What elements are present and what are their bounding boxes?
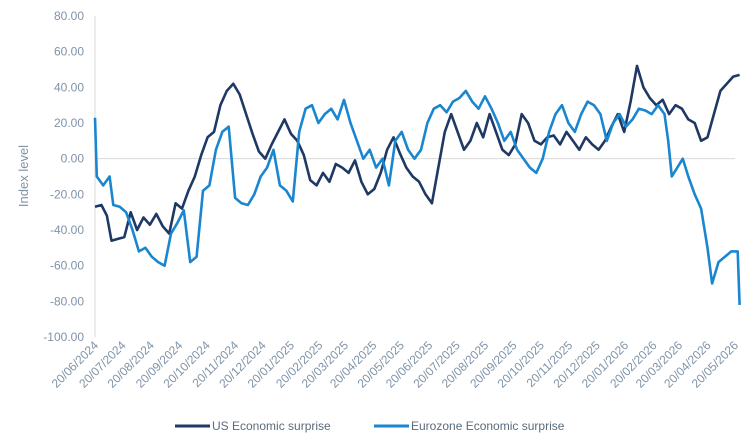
series-line-us — [94, 64, 740, 242]
y-tick-label: -80.00 — [50, 294, 84, 308]
y-tick-label: -60.00 — [50, 259, 84, 273]
series-line-eurozone — [93, 89, 741, 305]
y-axis-label: Index level — [16, 145, 31, 207]
y-tick-label: 20.00 — [54, 116, 84, 130]
y-ticks: 80.00 60.00 40.00 20.00 0.00 -20.00 -40.00 -60.… — [43, 9, 84, 344]
y-tick-label: -100.00 — [43, 330, 84, 344]
y-tick-label: 40.00 — [54, 80, 84, 94]
legend-label-eurozone: Eurozone Economic surprise — [411, 419, 565, 433]
y-tick-label: 80.00 — [54, 9, 84, 23]
series-lines — [93, 64, 741, 305]
x-ticks: 20/06/202420/07/202420/08/202420/09/2024… — [49, 338, 742, 391]
legend: US Economic surprise Eurozone Economic s… — [175, 419, 565, 433]
y-tick-label: 60.00 — [54, 45, 84, 59]
y-tick-label: -40.00 — [50, 223, 84, 237]
y-tick-label: -20.00 — [50, 187, 84, 201]
legend-label-us: US Economic surprise — [212, 419, 331, 433]
y-tick-label: 0.00 — [61, 152, 85, 166]
